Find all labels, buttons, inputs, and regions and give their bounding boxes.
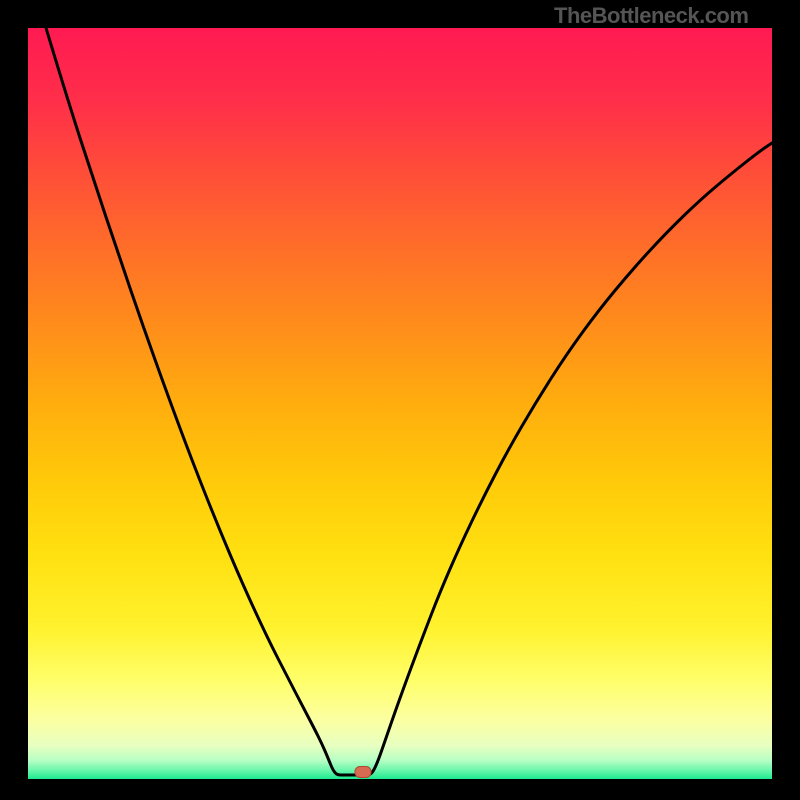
plot-area (28, 28, 772, 779)
watermark-text: TheBottleneck.com (554, 3, 748, 29)
bottleneck-curve (46, 28, 772, 775)
chart-container: { "chart": { "type": "line", "canvas": {… (0, 0, 800, 800)
curve-layer (28, 28, 772, 779)
minimum-marker (355, 767, 371, 778)
